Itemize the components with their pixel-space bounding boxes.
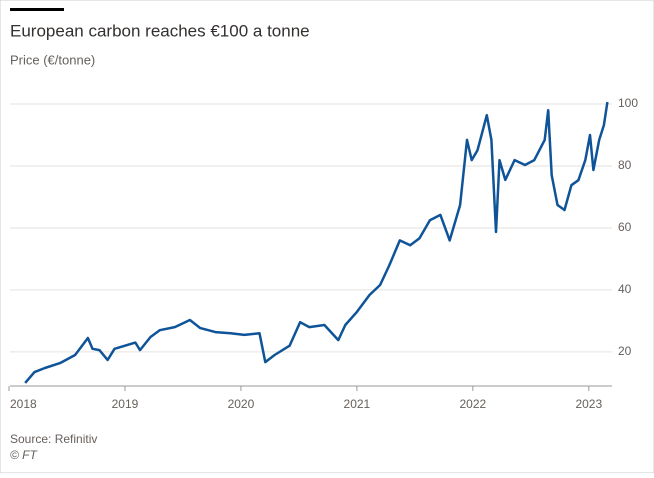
x-tick-label: 2019 (112, 397, 139, 411)
x-tick-label: 2018 (10, 397, 37, 411)
y-tick-label: 40 (618, 282, 632, 296)
top-rule (10, 8, 64, 11)
credit: © FT (10, 448, 39, 462)
y-tick-label: 100 (618, 96, 638, 110)
chart-subtitle: Price (€/tonne) (10, 52, 95, 67)
y-tick-label: 80 (618, 158, 632, 172)
y-tick-label: 60 (618, 220, 632, 234)
x-tick-label: 2021 (344, 397, 371, 411)
chart-title: European carbon reaches €100 a tonne (10, 21, 310, 40)
x-tick-label: 2022 (459, 397, 486, 411)
x-tick-label: 2023 (575, 397, 602, 411)
x-tick-label: 2020 (228, 397, 255, 411)
price-line (24, 101, 609, 384)
y-tick-label: 20 (618, 344, 632, 358)
source: Source: Refinitiv (10, 432, 97, 446)
